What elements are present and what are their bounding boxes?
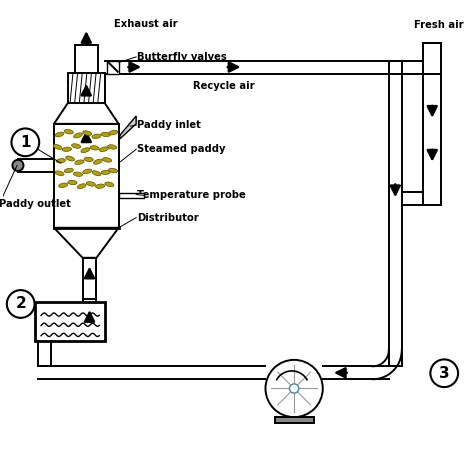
Ellipse shape [105, 182, 114, 187]
Ellipse shape [72, 144, 81, 148]
Circle shape [11, 128, 39, 156]
Ellipse shape [66, 156, 74, 161]
Ellipse shape [64, 168, 73, 173]
Ellipse shape [53, 145, 62, 149]
Ellipse shape [101, 132, 110, 137]
Text: 2: 2 [15, 296, 26, 311]
Ellipse shape [62, 147, 72, 151]
Ellipse shape [93, 159, 102, 164]
Ellipse shape [101, 170, 110, 174]
Ellipse shape [59, 183, 68, 188]
Text: 3: 3 [439, 366, 449, 381]
Polygon shape [118, 116, 136, 140]
Polygon shape [54, 103, 118, 124]
Circle shape [12, 160, 24, 171]
Ellipse shape [102, 158, 111, 162]
Ellipse shape [109, 130, 118, 135]
Bar [18, 159, 54, 172]
Ellipse shape [100, 147, 109, 152]
Circle shape [265, 360, 323, 417]
Bar [75, 46, 98, 73]
Circle shape [7, 290, 35, 318]
Ellipse shape [96, 184, 105, 188]
Text: Fresh air: Fresh air [414, 19, 464, 29]
Ellipse shape [92, 171, 101, 176]
Ellipse shape [73, 133, 82, 138]
Ellipse shape [55, 132, 64, 137]
Text: Steamed paddy: Steamed paddy [137, 144, 226, 154]
Text: Temperature probe: Temperature probe [137, 190, 246, 200]
Ellipse shape [81, 148, 90, 153]
Bar [275, 417, 313, 423]
Ellipse shape [75, 160, 84, 164]
Text: Distributor: Distributor [137, 213, 199, 223]
Text: 1: 1 [20, 135, 31, 150]
Bar [118, 193, 144, 198]
Ellipse shape [86, 182, 95, 186]
Ellipse shape [64, 129, 73, 134]
Ellipse shape [84, 157, 93, 162]
Bar [423, 43, 441, 205]
Bar [36, 301, 105, 341]
Ellipse shape [83, 169, 91, 174]
Bar [82, 258, 96, 300]
Ellipse shape [90, 146, 99, 150]
Ellipse shape [56, 159, 65, 163]
Ellipse shape [73, 172, 82, 176]
Polygon shape [54, 228, 118, 258]
Ellipse shape [109, 168, 118, 173]
Text: Butterfly valves: Butterfly valves [137, 52, 227, 62]
Text: Recycle air: Recycle air [192, 81, 254, 91]
Circle shape [430, 359, 458, 387]
Ellipse shape [68, 181, 77, 184]
Ellipse shape [92, 134, 101, 138]
Text: Paddy inlet: Paddy inlet [137, 120, 201, 130]
Ellipse shape [77, 184, 86, 189]
Text: Paddy outlet: Paddy outlet [0, 199, 71, 209]
Bar [54, 124, 118, 228]
Ellipse shape [108, 145, 117, 149]
Bar [68, 73, 105, 103]
Text: Exhaust air: Exhaust air [114, 18, 178, 28]
Ellipse shape [83, 131, 91, 136]
Bar [107, 61, 119, 73]
Circle shape [290, 384, 299, 393]
Ellipse shape [55, 171, 64, 175]
